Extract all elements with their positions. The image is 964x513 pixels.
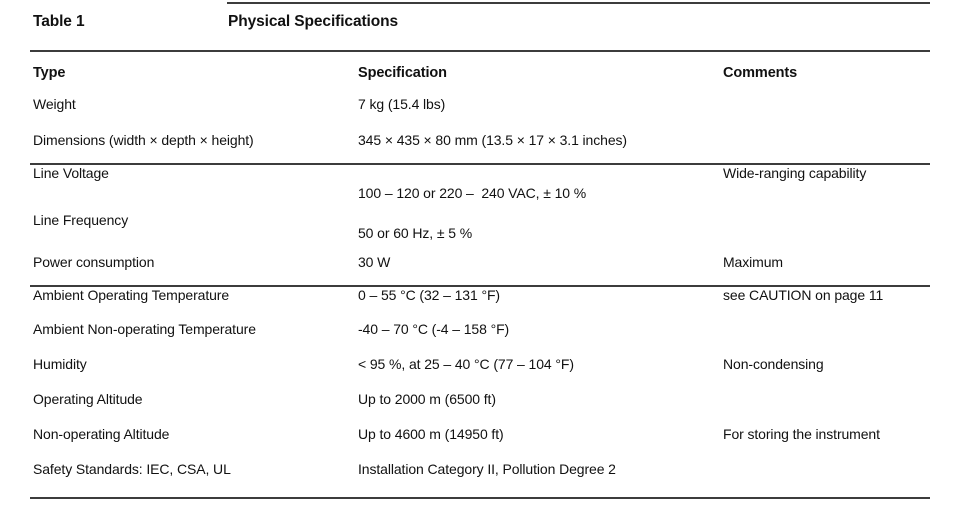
type-cell: Power consumption (33, 254, 155, 270)
table-label: Table 1 (33, 13, 85, 30)
type-cell: Line Frequency (33, 212, 129, 228)
comment-cell: Non-condensing (723, 356, 824, 372)
table-row: Safety Standards: IEC, CSA, UL Installat… (30, 461, 930, 499)
spec-cell: 0 – 55 °C (32 – 131 °F) (355, 285, 720, 321)
type-cell: Weight (33, 96, 76, 112)
spec-cell: Up to 4600 m (14950 ft) (358, 426, 504, 442)
table-row: Operating Altitude Up to 2000 m (6500 ft… (30, 391, 930, 426)
table-row: Line Frequency 50 or 60 Hz, ± 5 % (30, 212, 930, 254)
spec-cell: 345 × 435 × 80 mm (13.5 × 17 × 3.1 inche… (358, 132, 627, 148)
comment-cell: Wide-ranging capability (720, 163, 930, 212)
table-row: Line Voltage 100 – 120 or 220 – 240 VAC,… (30, 163, 930, 212)
spec-cell: 30 W (358, 254, 391, 270)
table-row: Power consumption 30 W Maximum (30, 254, 930, 286)
table-row: Ambient Operating Temperature 0 – 55 °C … (30, 285, 930, 321)
comment-cell (720, 321, 930, 356)
spec-cell: Installation Category II, Pollution Degr… (355, 461, 720, 499)
table-row: Weight 7 kg (15.4 lbs) (30, 96, 930, 132)
comment-cell: For storing the instrument (723, 426, 880, 442)
type-cell: Ambient Non-operating Temperature (33, 321, 256, 337)
comment-cell (720, 96, 930, 132)
table-row: Dimensions (width × depth × height) 345 … (30, 132, 930, 164)
spec-cell: 100 – 120 or 220 – 240 VAC, ± 10 % (355, 163, 720, 212)
comment-cell (720, 391, 930, 426)
top-rule (227, 2, 930, 4)
table-title: Physical Specifications (228, 13, 398, 30)
header-type: Type (30, 50, 355, 96)
spec-cell: -40 – 70 °C (-4 – 158 °F) (358, 321, 510, 337)
spec-cell: 7 kg (15.4 lbs) (358, 96, 446, 112)
table-row: Humidity < 95 %, at 25 – 40 °C (77 – 104… (30, 356, 930, 391)
type-cell: Operating Altitude (33, 391, 143, 407)
table-row: Ambient Non-operating Temperature -40 – … (30, 321, 930, 356)
type-cell: Ambient Operating Temperature (30, 285, 355, 321)
table-row: Non-operating Altitude Up to 4600 m (149… (30, 426, 930, 461)
type-cell: Humidity (33, 356, 87, 372)
type-cell: Dimensions (width × depth × height) (33, 132, 254, 148)
comment-cell (720, 461, 930, 499)
spec-cell: 50 or 60 Hz, ± 5 % (358, 225, 473, 241)
comment-cell: see CAUTION on page 11 (720, 285, 930, 321)
table-caption-row: Table 1 Physical Specifications (30, 0, 930, 50)
table-header-row: Type Specification Comments (30, 50, 930, 96)
spec-cell: < 95 %, at 25 – 40 °C (77 – 104 °F) (358, 356, 574, 372)
comment-cell (720, 132, 930, 164)
physical-specifications-table: Type Specification Comments Weight 7 kg … (30, 50, 930, 499)
spec-cell: Up to 2000 m (6500 ft) (358, 391, 496, 407)
type-cell: Non-operating Altitude (33, 426, 170, 442)
type-cell: Safety Standards: IEC, CSA, UL (30, 461, 355, 499)
type-cell: Line Voltage (30, 163, 355, 212)
comment-cell: Maximum (723, 254, 783, 270)
comment-cell (720, 212, 930, 254)
header-comments: Comments (720, 50, 930, 96)
header-specification: Specification (355, 50, 720, 96)
